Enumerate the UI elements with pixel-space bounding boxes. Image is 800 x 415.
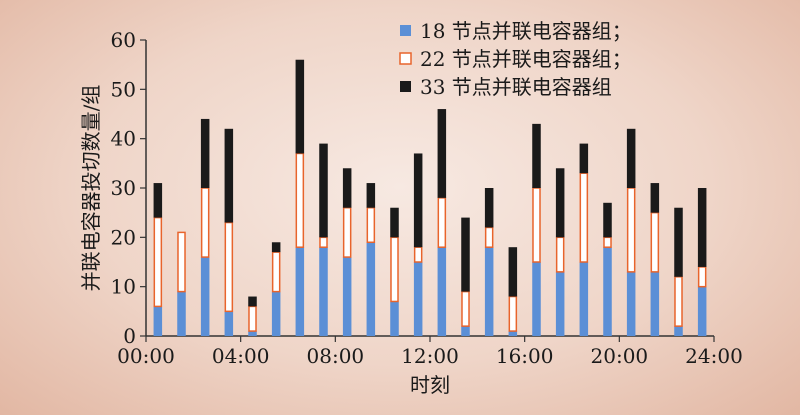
bar-series1-slot24 bbox=[697, 286, 707, 336]
bar-series1-slot21 bbox=[626, 271, 636, 336]
bar-series2-slot19 bbox=[579, 172, 589, 263]
bar-series3-slot11 bbox=[390, 207, 399, 238]
bar-series2-slot24 bbox=[697, 266, 707, 288]
bar-series3-slot22 bbox=[650, 183, 660, 213]
legend-label-3: 33 节点并联电容器组 bbox=[420, 75, 612, 99]
legend-swatch-3 bbox=[400, 81, 411, 92]
bar-series3-slot18 bbox=[555, 168, 565, 238]
bar-series3-slot20 bbox=[603, 202, 612, 238]
y-tick-label: 0 bbox=[123, 324, 136, 348]
y-tick-label: 50 bbox=[111, 77, 136, 101]
bar-series1-slot23 bbox=[674, 326, 683, 336]
bar-series1-slot11 bbox=[390, 301, 399, 336]
bar-series2-slot8 bbox=[319, 236, 328, 248]
legend-label-1: 18 节点并联电容器组； bbox=[420, 19, 632, 43]
bar-series3-slot21 bbox=[626, 128, 636, 188]
bar-series3-slot12 bbox=[413, 153, 423, 248]
bar-series1-slot7 bbox=[295, 247, 305, 336]
bar-series3-slot3 bbox=[200, 118, 210, 188]
bar-series1-slot15 bbox=[484, 247, 494, 336]
bar-series3-slot13 bbox=[437, 109, 447, 198]
bar-series3-slot23 bbox=[674, 207, 683, 277]
legend-swatch-2 bbox=[399, 52, 412, 65]
bar-series3-slot7 bbox=[295, 59, 305, 154]
bar-series2-slot4 bbox=[224, 221, 234, 313]
y-tick-label: 30 bbox=[111, 176, 136, 200]
bar-series2-slot14 bbox=[461, 290, 470, 327]
x-tick-label: 00:00 bbox=[117, 344, 175, 368]
bar-series3-slot4 bbox=[224, 128, 234, 223]
axis-ticks: 0 10 20 30 40 50 60 00:00 04:00 08:00 12:00 16:00 20… bbox=[111, 28, 743, 368]
x-tick-label: 20:00 bbox=[591, 344, 649, 368]
bar-series2-slot17 bbox=[532, 187, 541, 263]
bar-series1-slot4 bbox=[224, 311, 234, 336]
y-axis-title: 并联电容器投切数量/组 bbox=[79, 85, 103, 292]
bar-series3-slot10 bbox=[366, 183, 376, 208]
x-tick-label: 16:00 bbox=[496, 344, 554, 368]
y-tick-label: 10 bbox=[111, 275, 136, 299]
bar-series2-slot2 bbox=[177, 231, 186, 293]
bar-series3-slot5 bbox=[248, 296, 257, 307]
bar-series2-slot21 bbox=[626, 187, 636, 273]
bar-series1-slot10 bbox=[366, 242, 376, 336]
bar-series1-slot12 bbox=[413, 262, 423, 336]
bar-series1-slot6 bbox=[271, 291, 281, 336]
bar-series1-slot9 bbox=[342, 257, 352, 336]
bar-series2-slot20 bbox=[603, 236, 612, 248]
bar-series2-slot22 bbox=[650, 211, 660, 273]
bar-series2-slot1 bbox=[153, 216, 163, 308]
bar-series2-slot7 bbox=[295, 152, 305, 248]
legend-label-2: 22 节点并联电容器组； bbox=[420, 47, 632, 71]
bar-series3-slot19 bbox=[579, 143, 589, 174]
bar-series3-slot24 bbox=[697, 188, 707, 267]
bar-series3-slot8 bbox=[319, 143, 328, 238]
bar-series2-slot5 bbox=[248, 305, 257, 332]
bar-series2-slot18 bbox=[555, 236, 565, 273]
bar-series3-slot1 bbox=[153, 183, 163, 218]
bar-series1-slot14 bbox=[461, 326, 470, 336]
y-tick-label: 40 bbox=[111, 127, 136, 151]
bar-series2-slot13 bbox=[437, 197, 447, 248]
legend-swatch-1 bbox=[400, 25, 411, 36]
bar-series1-slot2 bbox=[177, 291, 186, 336]
bar-series1-slot1 bbox=[153, 306, 163, 336]
x-tick-label: 12:00 bbox=[401, 344, 459, 368]
bar-series1-slot13 bbox=[437, 247, 447, 336]
bar-series2-slot15 bbox=[484, 226, 494, 248]
bar-series2-slot11 bbox=[390, 236, 399, 303]
bar-series3-slot9 bbox=[342, 168, 352, 208]
x-tick-label: 24:00 bbox=[685, 344, 743, 368]
x-axis-title: 时刻 bbox=[410, 373, 450, 397]
bar-series2-slot23 bbox=[674, 276, 683, 327]
bar-series2-slot3 bbox=[200, 187, 210, 258]
bar-series3-slot17 bbox=[532, 123, 541, 188]
bar-series3-slot16 bbox=[508, 247, 518, 297]
bar-series2-slot16 bbox=[508, 295, 518, 332]
bar-series1-slot19 bbox=[579, 262, 589, 336]
bar-series1-slot17 bbox=[532, 262, 541, 336]
legend: 18 节点并联电容器组； 22 节点并联电容器组； 33 节点并联电容器组 bbox=[399, 19, 632, 99]
y-tick-label: 20 bbox=[111, 225, 136, 249]
bar-series2-slot10 bbox=[366, 206, 376, 244]
bar-series3-slot15 bbox=[484, 188, 494, 228]
bar-series3-slot14 bbox=[461, 217, 470, 292]
bars bbox=[153, 59, 707, 336]
x-tick-label: 04:00 bbox=[212, 344, 270, 368]
bar-series1-slot5 bbox=[248, 331, 257, 336]
y-tick-label: 60 bbox=[111, 28, 136, 52]
bar-series2-slot9 bbox=[342, 206, 352, 258]
bar-series1-slot20 bbox=[603, 247, 612, 336]
bar-series1-slot16 bbox=[508, 331, 518, 336]
bar-series2-slot6 bbox=[271, 251, 281, 293]
bar-series2-slot12 bbox=[413, 246, 423, 263]
x-tick-label: 08:00 bbox=[307, 344, 365, 368]
bar-series1-slot3 bbox=[200, 257, 210, 336]
bar-series1-slot18 bbox=[555, 271, 565, 336]
bar-series1-slot8 bbox=[319, 247, 328, 336]
bar-series1-slot22 bbox=[650, 271, 660, 336]
bar-series3-slot6 bbox=[271, 242, 281, 253]
